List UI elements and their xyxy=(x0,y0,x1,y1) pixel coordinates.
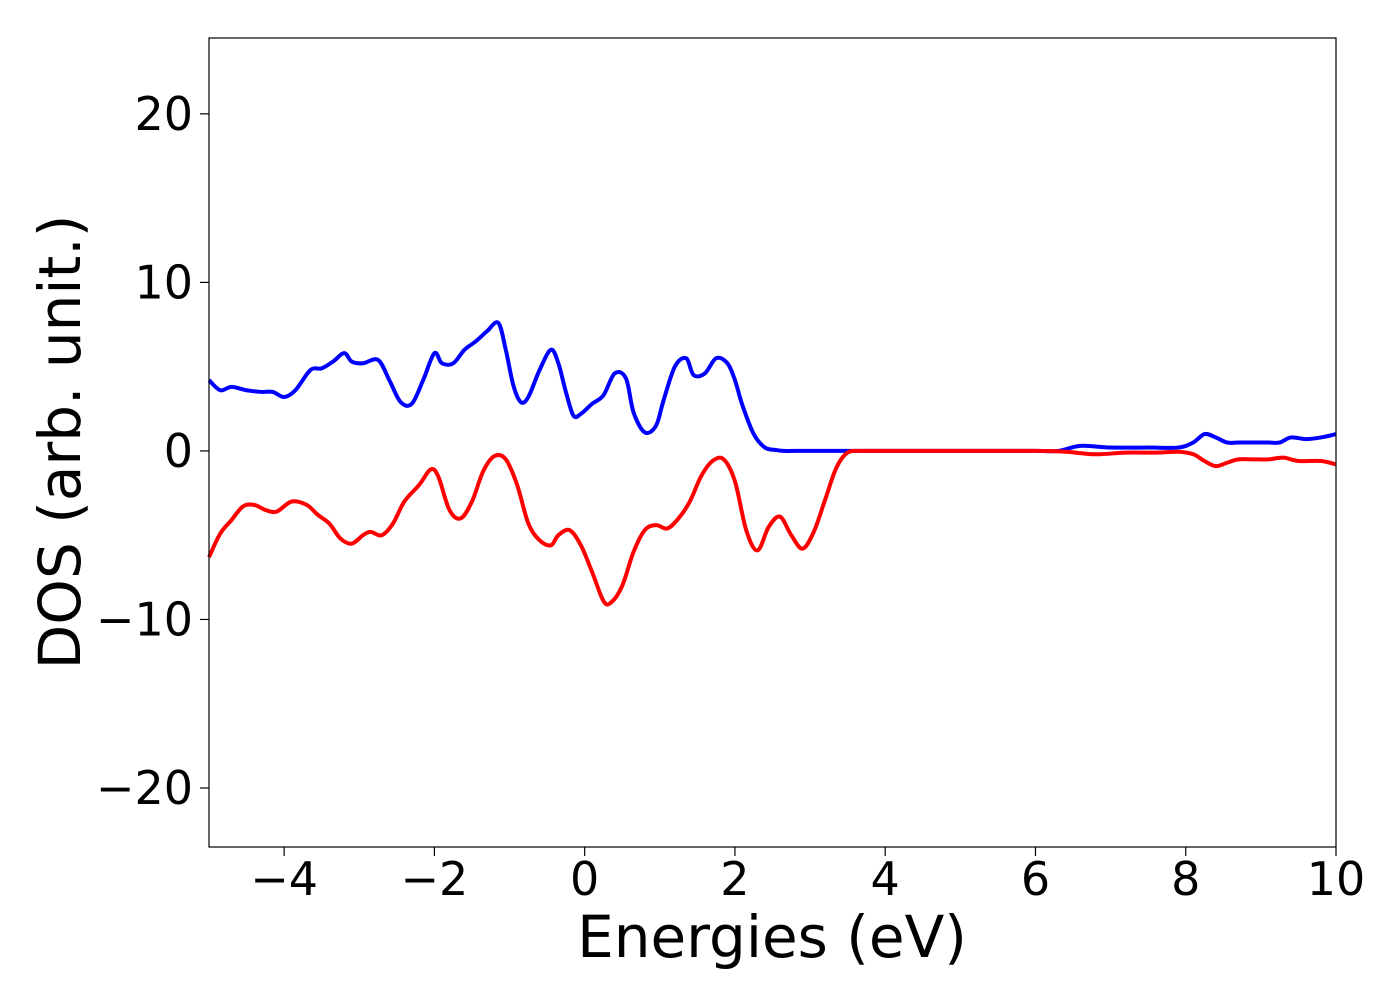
x-tick-label: −2 xyxy=(400,852,468,906)
y-axis-ticks: −20 −10 0 10 20 xyxy=(96,87,209,815)
x-tick-label: 6 xyxy=(1021,852,1050,906)
x-tick-label: 4 xyxy=(871,852,900,906)
y-tick-label: 20 xyxy=(134,87,193,141)
dos-series-line-2 xyxy=(207,448,1337,607)
y-tick-label: −20 xyxy=(96,761,193,815)
x-tick-label: 2 xyxy=(720,852,749,906)
y-tick-label: 0 xyxy=(164,424,193,478)
y-axis-title: DOS (arb. unit.) xyxy=(26,215,94,670)
x-tick-label: 10 xyxy=(1307,852,1366,906)
x-tick-label: −4 xyxy=(250,852,318,906)
x-tick-label: 0 xyxy=(570,852,599,906)
series-layer xyxy=(207,320,1337,607)
plot-frame xyxy=(208,37,1337,848)
x-tick-label: 8 xyxy=(1171,852,1200,906)
x-axis-title: Energies (eV) xyxy=(577,903,967,971)
dos-series-line-1 xyxy=(207,320,1337,454)
y-tick-label: −10 xyxy=(96,592,193,646)
x-axis-ticks: −4 −2 0 2 4 6 8 10 xyxy=(250,847,1365,906)
y-tick-label: 10 xyxy=(134,255,193,309)
